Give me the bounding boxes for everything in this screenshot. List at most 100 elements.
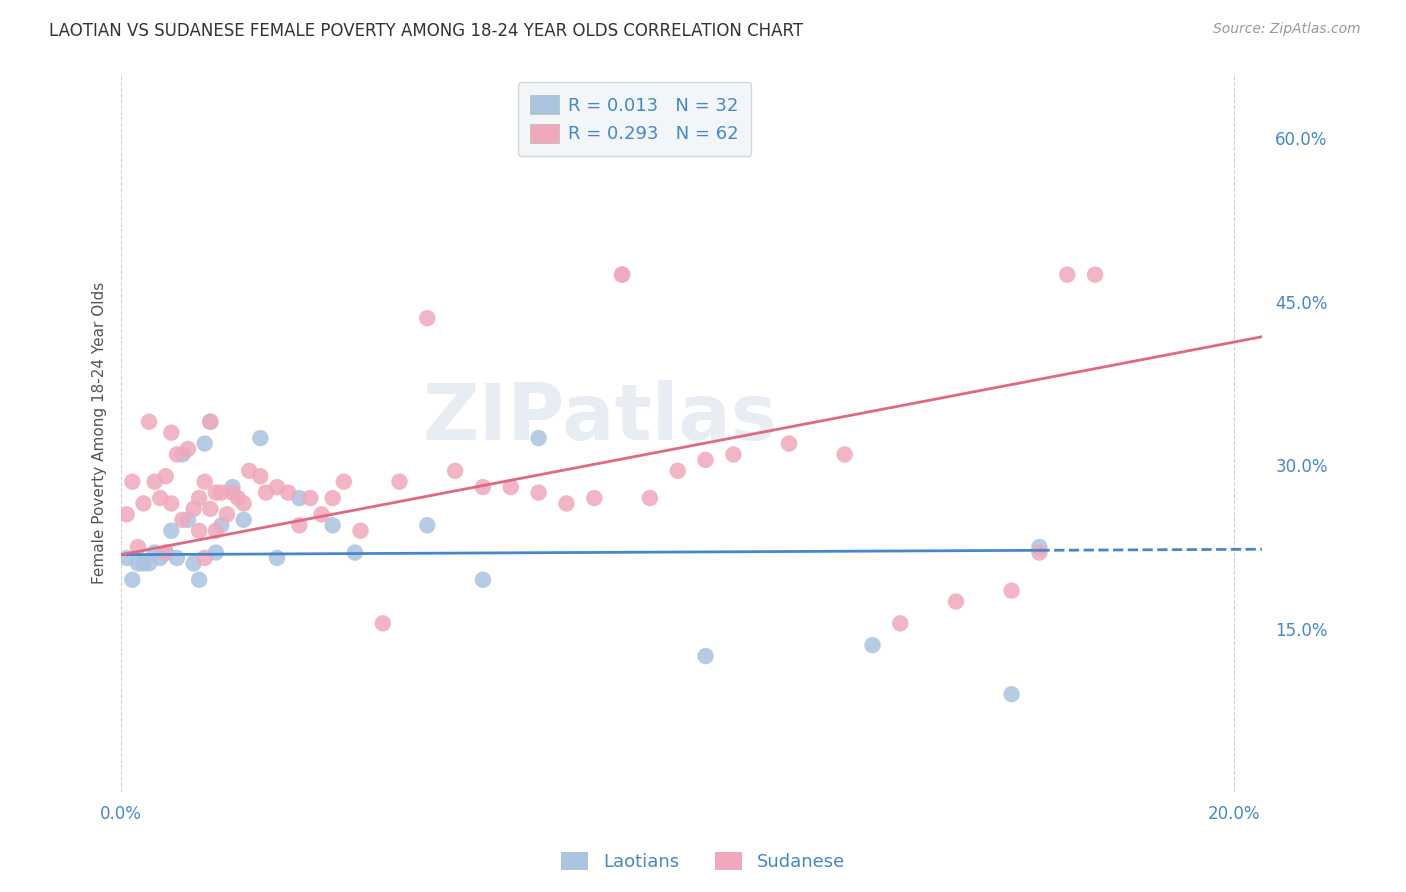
Point: [155, 545, 177, 559]
Point: [200, 415, 222, 429]
Point: [194, 436, 217, 450]
Point: [183, 557, 205, 571]
Point: [205, 524, 228, 538]
Point: [160, 496, 183, 510]
Point: [527, 431, 550, 445]
Point: [723, 447, 745, 461]
Text: ZIPatlas: ZIPatlas: [423, 380, 778, 456]
Point: [862, 638, 884, 652]
Point: [695, 648, 717, 663]
Point: [188, 573, 211, 587]
Point: [311, 508, 333, 522]
Point: [1084, 268, 1107, 282]
Point: [555, 496, 578, 510]
Point: [172, 513, 194, 527]
Point: [249, 469, 271, 483]
Point: [610, 268, 633, 282]
Point: [1000, 583, 1022, 598]
Point: [138, 557, 160, 571]
Point: [834, 447, 856, 461]
Point: [115, 508, 138, 522]
Point: [155, 545, 177, 559]
Point: [209, 518, 232, 533]
Point: [499, 480, 522, 494]
Point: [471, 480, 494, 494]
Point: [1000, 687, 1022, 701]
Point: [177, 442, 200, 456]
Point: [666, 464, 689, 478]
Point: [177, 513, 200, 527]
Point: [172, 447, 194, 461]
Point: [343, 545, 366, 559]
Point: [333, 475, 356, 489]
Y-axis label: Female Poverty Among 18-24 Year Olds: Female Poverty Among 18-24 Year Olds: [93, 282, 107, 583]
Point: [194, 551, 217, 566]
Legend: Laotians, Sudanese: Laotians, Sudanese: [554, 845, 852, 879]
Point: [221, 485, 243, 500]
Point: [288, 491, 311, 505]
Point: [200, 415, 222, 429]
Point: [115, 551, 138, 566]
Point: [166, 551, 188, 566]
Point: [160, 425, 183, 440]
Point: [299, 491, 322, 505]
Point: [1028, 545, 1050, 559]
Point: [266, 480, 288, 494]
Point: [127, 557, 149, 571]
Point: [194, 475, 217, 489]
Point: [232, 513, 254, 527]
Point: [226, 491, 249, 505]
Point: [138, 415, 160, 429]
Point: [444, 464, 467, 478]
Point: [889, 616, 911, 631]
Point: [695, 453, 717, 467]
Point: [416, 311, 439, 326]
Point: [349, 524, 371, 538]
Point: [155, 469, 177, 483]
Point: [266, 551, 288, 566]
Point: [188, 491, 211, 505]
Point: [143, 545, 166, 559]
Point: [1056, 268, 1078, 282]
Point: [143, 475, 166, 489]
Point: [471, 573, 494, 587]
Text: LAOTIAN VS SUDANESE FEMALE POVERTY AMONG 18-24 YEAR OLDS CORRELATION CHART: LAOTIAN VS SUDANESE FEMALE POVERTY AMONG…: [49, 22, 803, 40]
Point: [149, 491, 172, 505]
Point: [215, 508, 238, 522]
Point: [121, 475, 143, 489]
Point: [166, 447, 188, 461]
Point: [200, 502, 222, 516]
Point: [322, 491, 344, 505]
Point: [221, 480, 243, 494]
Point: [232, 496, 254, 510]
Point: [1028, 540, 1050, 554]
Point: [583, 491, 606, 505]
Point: [388, 475, 411, 489]
Point: [249, 431, 271, 445]
Point: [778, 436, 800, 450]
Point: [132, 496, 155, 510]
Point: [183, 502, 205, 516]
Legend: R = 0.013   N = 32, R = 0.293   N = 62: R = 0.013 N = 32, R = 0.293 N = 62: [517, 82, 751, 156]
Point: [322, 518, 344, 533]
Point: [188, 524, 211, 538]
Point: [288, 518, 311, 533]
Point: [132, 557, 155, 571]
Text: Source: ZipAtlas.com: Source: ZipAtlas.com: [1213, 22, 1361, 37]
Point: [209, 485, 232, 500]
Point: [945, 594, 967, 608]
Point: [638, 491, 661, 505]
Point: [254, 485, 277, 500]
Point: [149, 551, 172, 566]
Point: [238, 464, 260, 478]
Point: [277, 485, 299, 500]
Point: [205, 485, 228, 500]
Point: [205, 545, 228, 559]
Point: [416, 518, 439, 533]
Point: [160, 524, 183, 538]
Point: [127, 540, 149, 554]
Point: [121, 573, 143, 587]
Point: [371, 616, 394, 631]
Point: [527, 485, 550, 500]
Point: [610, 268, 633, 282]
